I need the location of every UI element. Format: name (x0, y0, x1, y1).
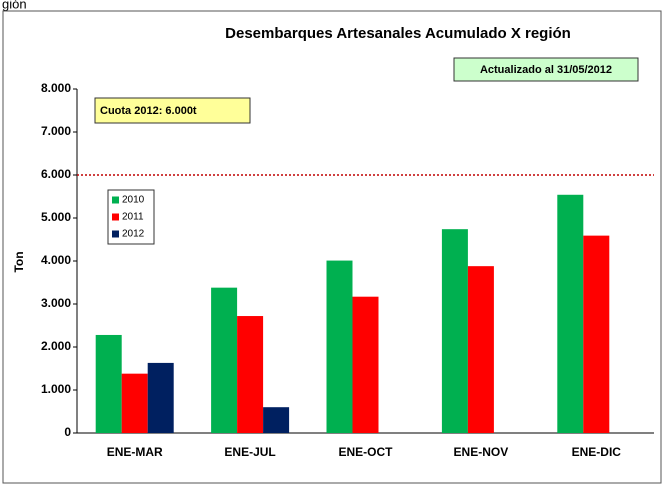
bar (263, 407, 289, 433)
y-tick-label: 1.000 (41, 382, 71, 396)
y-tick-label: 0 (64, 425, 71, 439)
x-tick-label: ENE-NOV (454, 445, 509, 459)
y-tick-label: 3.000 (41, 296, 71, 310)
legend-swatch (112, 197, 119, 204)
quota-note: Cuota 2012: 6.000t (100, 105, 197, 117)
legend-label: 2010 (122, 195, 145, 206)
bar (353, 297, 379, 433)
bar (442, 229, 468, 433)
chart: gión Desembarques Artesanales Acumulado … (0, 0, 665, 484)
bar (96, 335, 122, 433)
y-tick-label: 5.000 (41, 210, 71, 224)
bar (211, 288, 237, 433)
y-tick-label: 7.000 (41, 124, 71, 138)
header-fragment: gión (2, 0, 27, 11)
legend-swatch (112, 214, 119, 221)
y-tick-label: 2.000 (41, 339, 71, 353)
bar (468, 266, 494, 433)
y-axis-label: Ton (12, 251, 26, 272)
bar (237, 316, 263, 433)
x-tick-label: ENE-OCT (339, 445, 394, 459)
bar (327, 261, 353, 433)
x-tick-label: ENE-DIC (572, 445, 622, 459)
x-tick-label: ENE-JUL (224, 445, 275, 459)
bar (122, 374, 148, 433)
legend-label: 2012 (122, 229, 145, 240)
chart-title: Desembarques Artesanales Acumulado X reg… (225, 25, 571, 42)
update-note: Actualizado al 31/05/2012 (480, 64, 612, 76)
x-tick-label: ENE-MAR (107, 445, 163, 459)
y-tick-label: 8.000 (41, 81, 71, 95)
bar (583, 236, 609, 433)
legend-label: 2011 (122, 212, 144, 223)
y-tick-label: 4.000 (41, 253, 71, 267)
bar (557, 195, 583, 433)
y-tick-label: 6.000 (41, 167, 71, 181)
legend-swatch (112, 231, 119, 238)
bar (148, 363, 174, 433)
